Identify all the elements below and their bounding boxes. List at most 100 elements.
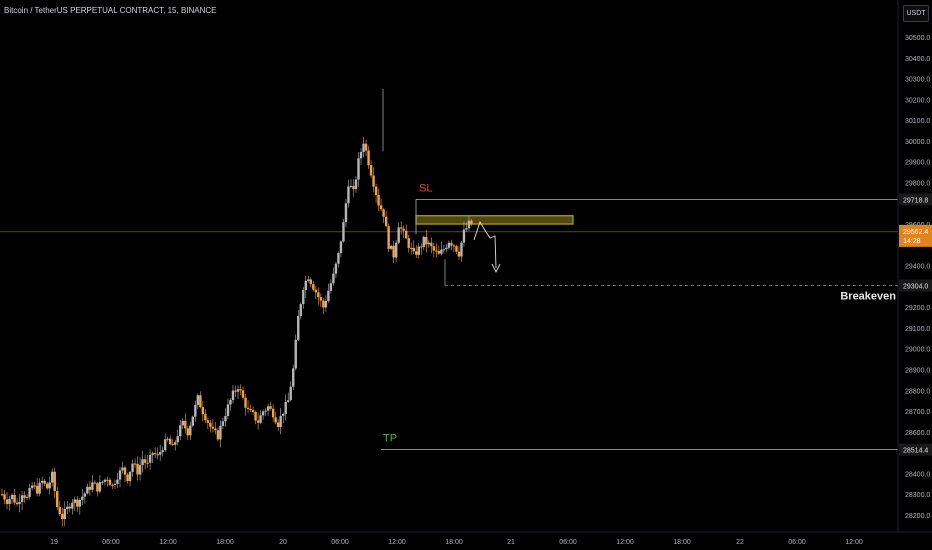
candle-body bbox=[8, 499, 11, 504]
candle-body bbox=[309, 279, 313, 285]
candle-body bbox=[179, 425, 182, 437]
candle-body bbox=[146, 462, 149, 464]
candle-body bbox=[56, 491, 59, 508]
candle-body bbox=[297, 316, 300, 340]
candle-body bbox=[171, 444, 174, 446]
candle-body bbox=[73, 499, 77, 503]
candle-body bbox=[216, 430, 220, 440]
candle-body bbox=[48, 482, 51, 489]
candle-body bbox=[174, 442, 177, 445]
candle-body bbox=[156, 454, 159, 456]
candle-body bbox=[226, 404, 230, 416]
tp-price-tag: 28514.4 bbox=[903, 448, 928, 455]
price-tick-label: 29100.0 bbox=[905, 326, 930, 333]
candle-body bbox=[460, 242, 463, 257]
candle-body bbox=[251, 410, 255, 413]
time-tick-label: 12:00 bbox=[616, 539, 634, 546]
sl-price-tag-bg bbox=[899, 193, 932, 206]
candle-body bbox=[189, 425, 192, 436]
candle-body bbox=[342, 222, 345, 242]
sl-label: SL bbox=[419, 182, 432, 194]
candle-body bbox=[405, 230, 408, 239]
time-tick-label: 22 bbox=[736, 539, 744, 546]
price-levels bbox=[0, 198, 898, 451]
candle-body bbox=[236, 389, 240, 392]
candle-body bbox=[86, 486, 89, 494]
candle-body bbox=[13, 494, 16, 503]
candle-body bbox=[292, 368, 295, 387]
candle-body bbox=[369, 165, 373, 176]
price-tick-label: 29800.0 bbox=[905, 180, 930, 187]
candle-body bbox=[387, 226, 390, 249]
candle-body bbox=[430, 242, 433, 247]
price-tick-label: 28300.0 bbox=[905, 492, 930, 499]
candle-body bbox=[133, 463, 137, 465]
candle-body bbox=[43, 480, 46, 484]
candle-body bbox=[324, 300, 328, 308]
candle-body bbox=[254, 412, 257, 421]
price-tick-label: 30100.0 bbox=[905, 118, 930, 125]
candle-body bbox=[256, 420, 260, 423]
candle-body bbox=[467, 220, 471, 229]
time-tick-label: 18:00 bbox=[673, 539, 691, 546]
candle-body bbox=[186, 428, 189, 436]
chart-title: Bitcoin / TetherUS PERPETUAL CONTRACT, 1… bbox=[4, 6, 217, 15]
candle-body bbox=[123, 467, 127, 475]
countdown-tag: 14:28 bbox=[903, 238, 921, 245]
candle-body bbox=[312, 284, 315, 290]
breakeven-label: Breakeven bbox=[840, 291, 896, 303]
candle-body bbox=[231, 390, 235, 400]
candle-body bbox=[246, 407, 250, 409]
candle-body bbox=[196, 395, 200, 405]
time-tick-label: 12:00 bbox=[159, 539, 177, 546]
candle-body bbox=[357, 158, 360, 180]
candle-body bbox=[141, 459, 144, 466]
candle-body bbox=[229, 399, 232, 405]
candle-body bbox=[163, 439, 167, 451]
candle-body bbox=[422, 236, 425, 247]
candle-body bbox=[18, 502, 21, 505]
candle-body bbox=[279, 415, 282, 427]
currency-button[interactable]: USDT bbox=[903, 5, 929, 22]
candle-body bbox=[81, 496, 84, 500]
price-tick-label: 29000.0 bbox=[905, 347, 930, 354]
resistance-zone bbox=[415, 215, 574, 225]
candle-body bbox=[158, 452, 162, 455]
candle-body bbox=[199, 395, 202, 408]
candle-body bbox=[176, 436, 179, 443]
candle-body bbox=[239, 389, 242, 391]
candle-body bbox=[5, 499, 9, 504]
time-tick-label: 06:00 bbox=[102, 539, 120, 546]
time-tick-label: 19 bbox=[50, 539, 58, 546]
candle-body bbox=[98, 482, 102, 492]
candle-body bbox=[206, 420, 210, 423]
candle-body bbox=[440, 249, 443, 254]
price-tick-label: 30000.0 bbox=[905, 139, 930, 146]
sl-price-tag: 29718.8 bbox=[903, 197, 928, 204]
candle-body bbox=[0, 494, 4, 496]
candle-body bbox=[35, 485, 39, 494]
candle-body bbox=[399, 227, 403, 229]
candle-body bbox=[128, 471, 132, 482]
candle-body bbox=[410, 247, 413, 249]
candle-body bbox=[40, 480, 44, 483]
candle-body bbox=[394, 242, 398, 258]
candle-body bbox=[108, 479, 112, 485]
candle-body bbox=[462, 229, 466, 243]
time-tick-label: 20 bbox=[279, 539, 287, 546]
candle-body bbox=[101, 481, 104, 483]
price-tick-label: 30300.0 bbox=[905, 77, 930, 84]
breakeven-price-tag-bg bbox=[899, 279, 932, 292]
candle-body bbox=[302, 290, 305, 305]
candle-body bbox=[93, 482, 97, 484]
candle-body bbox=[53, 471, 56, 492]
candle-body bbox=[63, 509, 66, 519]
candle-body bbox=[221, 421, 225, 426]
candle-body bbox=[364, 143, 368, 151]
candle-body bbox=[319, 297, 323, 301]
projection-path bbox=[473, 220, 497, 269]
candle-body bbox=[379, 205, 383, 210]
candle-body bbox=[28, 488, 31, 497]
candle-body bbox=[322, 300, 325, 308]
